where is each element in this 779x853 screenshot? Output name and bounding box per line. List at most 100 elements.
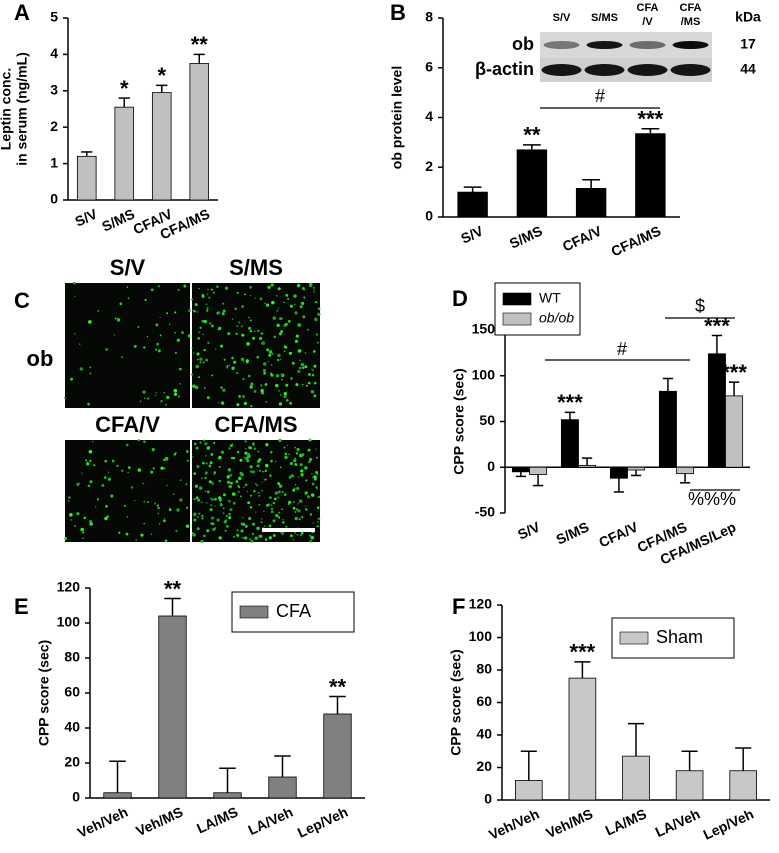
- fluorescent-spot: [297, 503, 299, 505]
- y-axis-label: CPP score (sec): [36, 640, 52, 746]
- fluorescent-spot: [292, 506, 296, 510]
- fluorescent-spot: [126, 286, 129, 288]
- legend-label: CFA: [276, 601, 311, 621]
- fluorescent-spot: [154, 502, 157, 505]
- legend-label: ob/ob: [539, 310, 574, 326]
- fluorescent-spot: [301, 383, 304, 386]
- fluorescent-spot: [245, 359, 249, 363]
- y-tick-label: 60: [64, 684, 80, 700]
- fluorescent-spot: [267, 361, 269, 363]
- fluorescent-spot: [177, 288, 180, 291]
- y-axis-label: Leptin conc.: [0, 68, 14, 150]
- fluorescent-spot: [137, 468, 141, 472]
- blot-band: [586, 41, 623, 49]
- fluorescent-spot: [246, 490, 248, 492]
- fluorescent-spot: [104, 459, 108, 463]
- fluorescent-spot: [263, 525, 266, 528]
- fluorescent-spot: [283, 493, 287, 496]
- comparison-label: $: [695, 296, 705, 316]
- fluorescent-spot: [246, 459, 249, 462]
- y-tick-label: 120: [57, 579, 81, 595]
- fluorescent-spot: [263, 510, 265, 513]
- fluorescent-spot: [243, 360, 245, 363]
- fluorescent-spot: [311, 473, 313, 475]
- fluorescent-spot: [202, 333, 205, 336]
- fluorescent-spot: [311, 368, 313, 371]
- fluorescent-spot: [210, 288, 213, 291]
- fluorescent-spot: [143, 440, 146, 443]
- fluorescent-spot: [229, 448, 231, 450]
- x-tick-label: Veh/Veh: [486, 806, 541, 843]
- fluorescent-spot: [285, 525, 288, 528]
- fluorescent-spot: [254, 297, 256, 299]
- legend-label: Sham: [656, 627, 703, 647]
- fluorescent-spot: [210, 453, 214, 456]
- fluorescent-spot: [227, 332, 231, 336]
- bar: [725, 395, 744, 468]
- micrograph-image: [192, 283, 320, 408]
- lane-label: CFA: [637, 2, 659, 14]
- y-tick-label: 6: [425, 58, 433, 74]
- y-tick-label: 0: [487, 458, 495, 474]
- x-tick-label: LA/Veh: [246, 804, 296, 839]
- fluorescent-spot: [142, 482, 145, 485]
- fluorescent-spot: [193, 310, 196, 313]
- bar: [158, 615, 187, 799]
- fluorescent-spot: [196, 358, 199, 361]
- fluorescent-spot: [295, 334, 299, 338]
- x-tick-label: Veh/MS: [543, 806, 595, 842]
- fluorescent-spot: [271, 364, 273, 366]
- fluorescent-spot: [201, 517, 204, 520]
- fluorescent-spot: [294, 516, 298, 521]
- fluorescent-spot: [160, 400, 163, 403]
- comparison-label: %%%: [688, 489, 736, 509]
- fluorescent-spot: [235, 480, 239, 483]
- fluorescent-spot: [143, 501, 145, 503]
- y-tick-label: 120: [469, 596, 493, 612]
- fluorescent-spot: [299, 359, 301, 362]
- fluorescent-spot: [214, 497, 217, 501]
- y-tick-label: 1: [50, 154, 58, 170]
- fluorescent-spot: [302, 366, 305, 369]
- fluorescent-spot: [196, 516, 199, 518]
- y-tick-label: 0: [484, 791, 492, 807]
- fluorescent-spot: [203, 534, 206, 538]
- fluorescent-spot: [294, 511, 297, 513]
- legend-swatch: [502, 292, 532, 306]
- fluorescent-spot: [93, 464, 96, 467]
- fluorescent-spot: [142, 390, 146, 394]
- fluorescent-spot: [210, 481, 214, 485]
- fluorescent-spot: [228, 484, 232, 489]
- bar: [457, 191, 488, 218]
- fluorescent-spot: [277, 358, 280, 362]
- fluorescent-spot: [235, 371, 239, 375]
- fluorescent-spot: [315, 486, 318, 489]
- fluorescent-spot: [204, 442, 208, 446]
- fluorescent-spot: [206, 309, 209, 312]
- image-label: S/V: [110, 255, 146, 280]
- fluorescent-spot: [258, 336, 263, 341]
- fluorescent-spot: [304, 352, 307, 354]
- fluorescent-spot: [210, 516, 215, 520]
- fluorescent-spot: [258, 504, 260, 506]
- fluorescent-spot: [256, 484, 259, 487]
- fluorescent-spot: [270, 451, 273, 454]
- image-label: CFA/V: [95, 412, 160, 437]
- fluorescent-spot: [310, 535, 315, 540]
- fluorescent-spot: [245, 525, 248, 528]
- fluorescent-spot: [69, 513, 73, 517]
- fluorescent-spot: [261, 470, 264, 473]
- fluorescent-spot: [127, 466, 131, 469]
- fluorescent-spot: [294, 311, 298, 315]
- fluorescent-spot: [163, 467, 166, 470]
- fluorescent-spot: [198, 376, 201, 379]
- fluorescent-spot: [173, 388, 178, 393]
- fluorescent-spot: [114, 317, 117, 320]
- fluorescent-spot: [207, 341, 210, 345]
- fluorescent-spot: [203, 348, 206, 352]
- fluorescent-spot: [196, 311, 199, 313]
- fluorescent-spot: [147, 501, 149, 504]
- fluorescent-spot: [277, 307, 280, 309]
- fluorescent-spot: [192, 456, 194, 458]
- fluorescent-spot: [271, 300, 275, 305]
